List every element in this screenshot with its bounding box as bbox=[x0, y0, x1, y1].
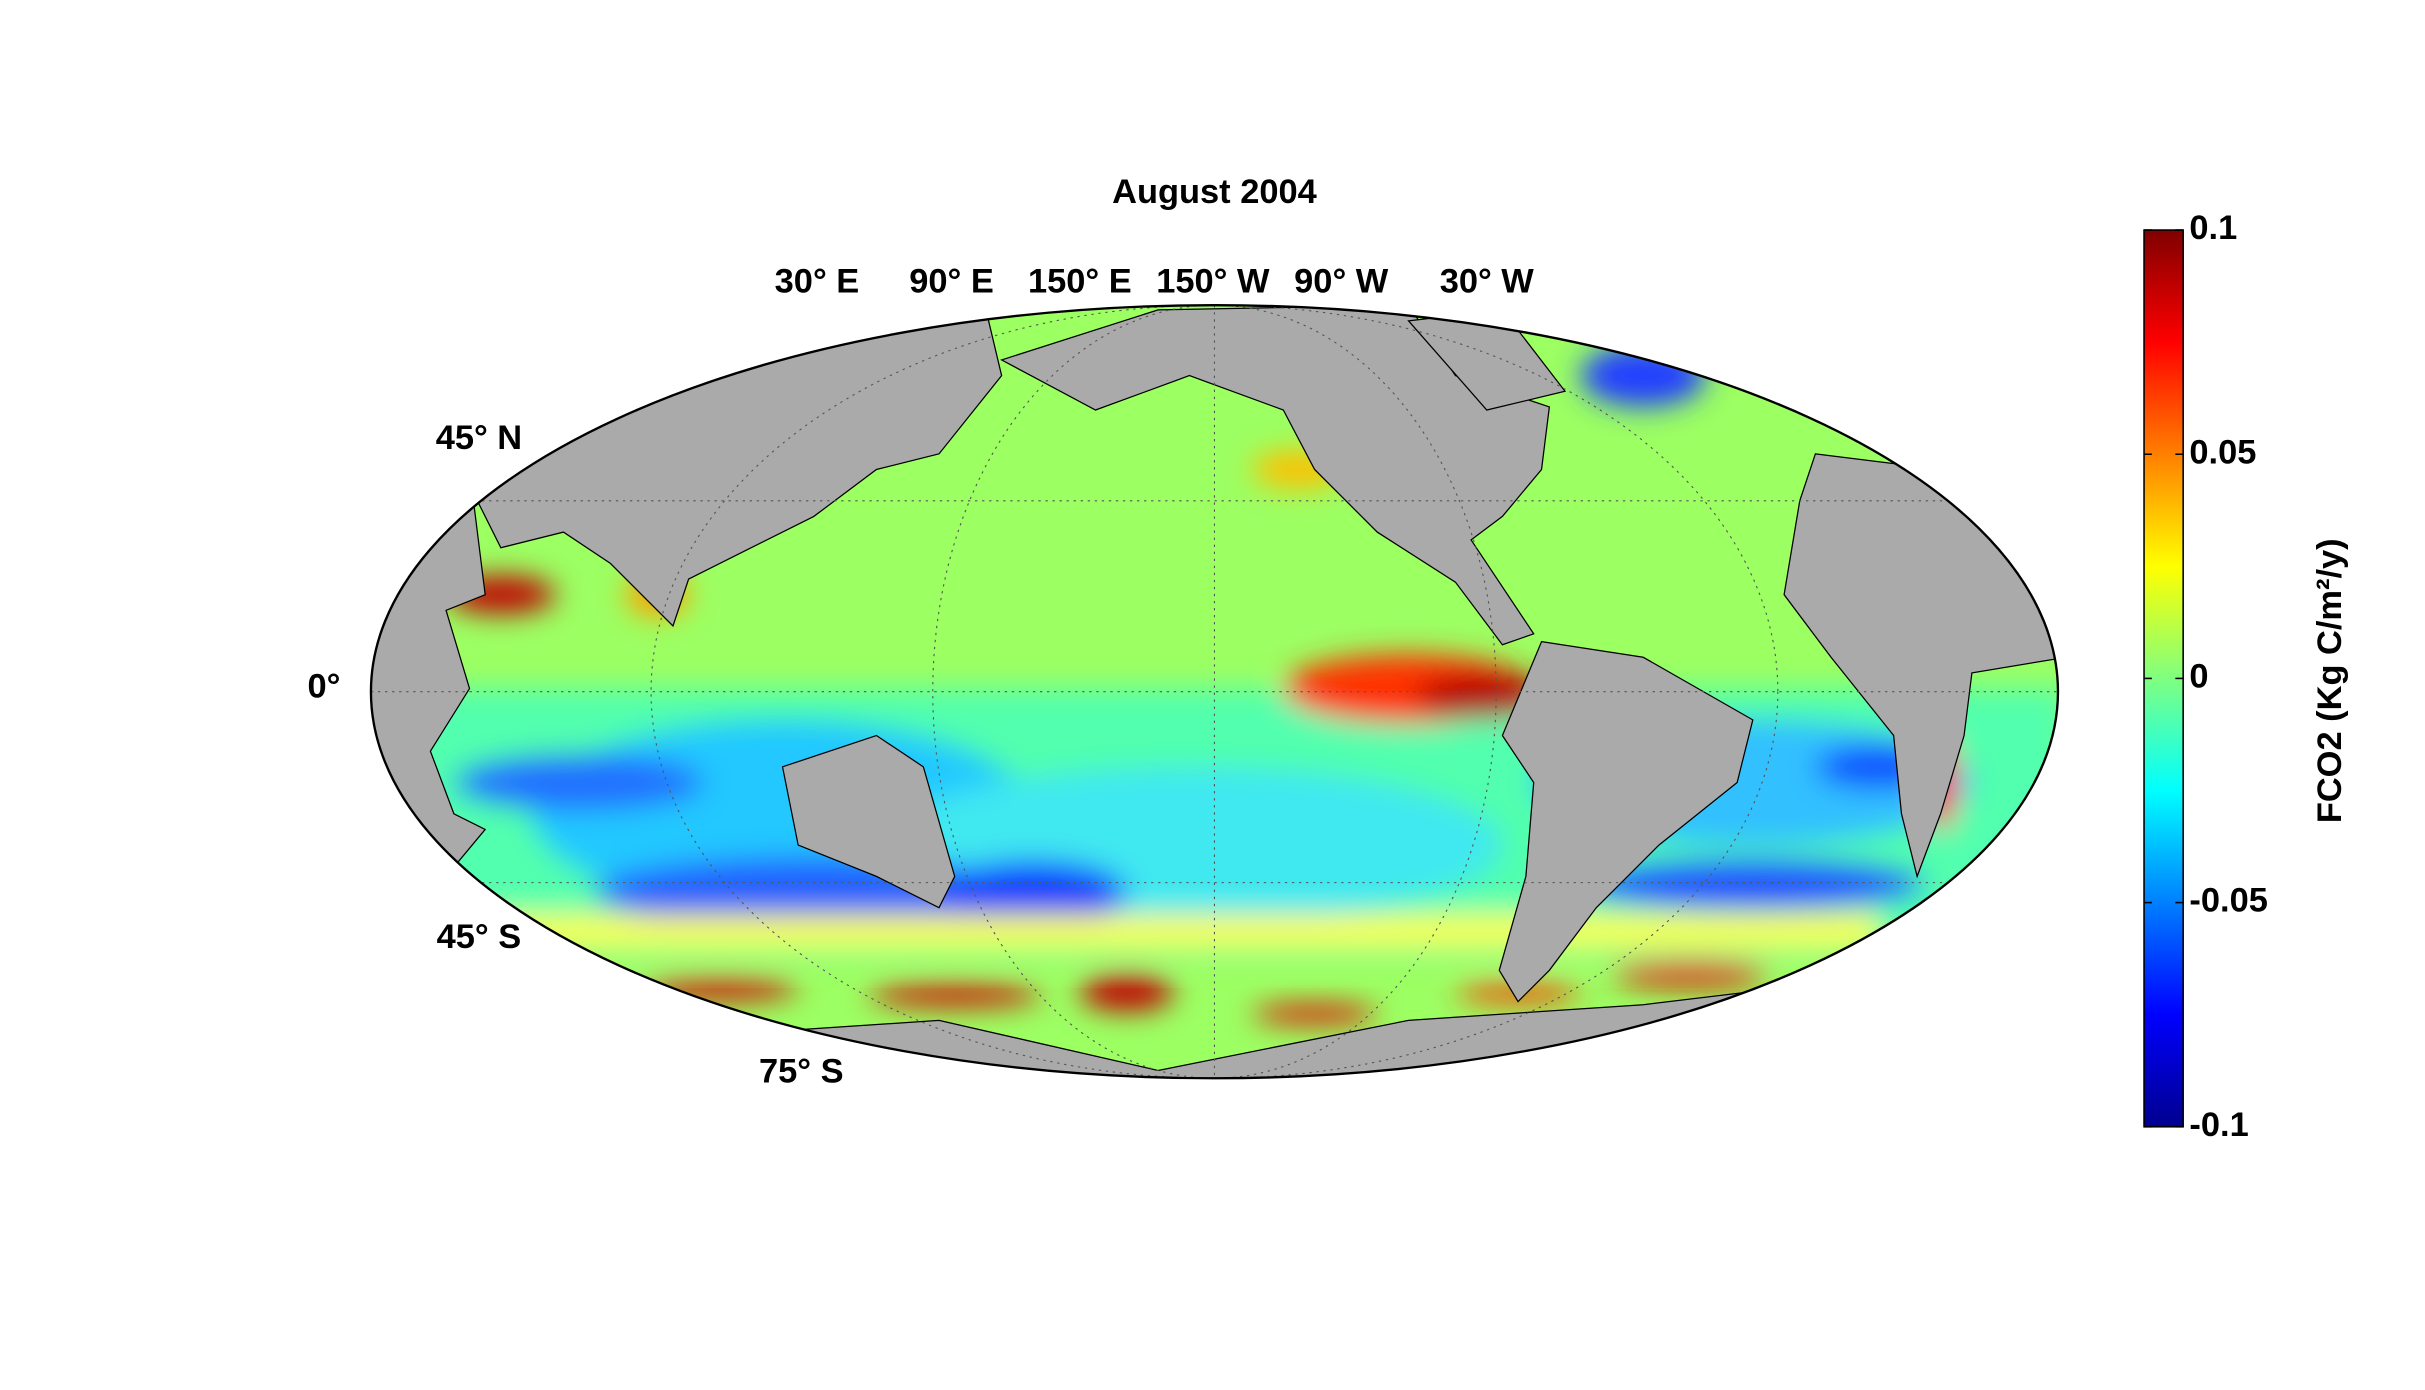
colorbar-tick-label: -0.1 bbox=[2189, 1106, 2248, 1144]
lat-label: 75° S bbox=[759, 1053, 844, 1091]
colorbar-tick-label: 0.1 bbox=[2189, 209, 2237, 247]
lat-label: 0° bbox=[308, 668, 341, 706]
lon-label: 150° E bbox=[1028, 262, 1132, 300]
lon-label: 90° W bbox=[1294, 262, 1389, 300]
colorbar-tick-label: 0.05 bbox=[2189, 433, 2256, 471]
lon-label: 150° W bbox=[1156, 262, 1270, 300]
map-title: August 2004 bbox=[1112, 173, 1317, 211]
lat-label: 45° S bbox=[437, 918, 522, 956]
lon-label: 30° E bbox=[775, 262, 860, 300]
lat-label: 45° N bbox=[436, 419, 522, 457]
graticule bbox=[370, 305, 2058, 1079]
colorbar-tick-label: 0 bbox=[2189, 658, 2208, 696]
lon-label: 90° E bbox=[909, 262, 994, 300]
lon-label: 30° W bbox=[1440, 262, 1535, 300]
map-frame bbox=[369, 303, 2060, 1080]
colorbar-label: FCO2 (Kg C/m²/y) bbox=[2311, 538, 2349, 823]
colorbar-tick-label: -0.05 bbox=[2189, 882, 2267, 920]
